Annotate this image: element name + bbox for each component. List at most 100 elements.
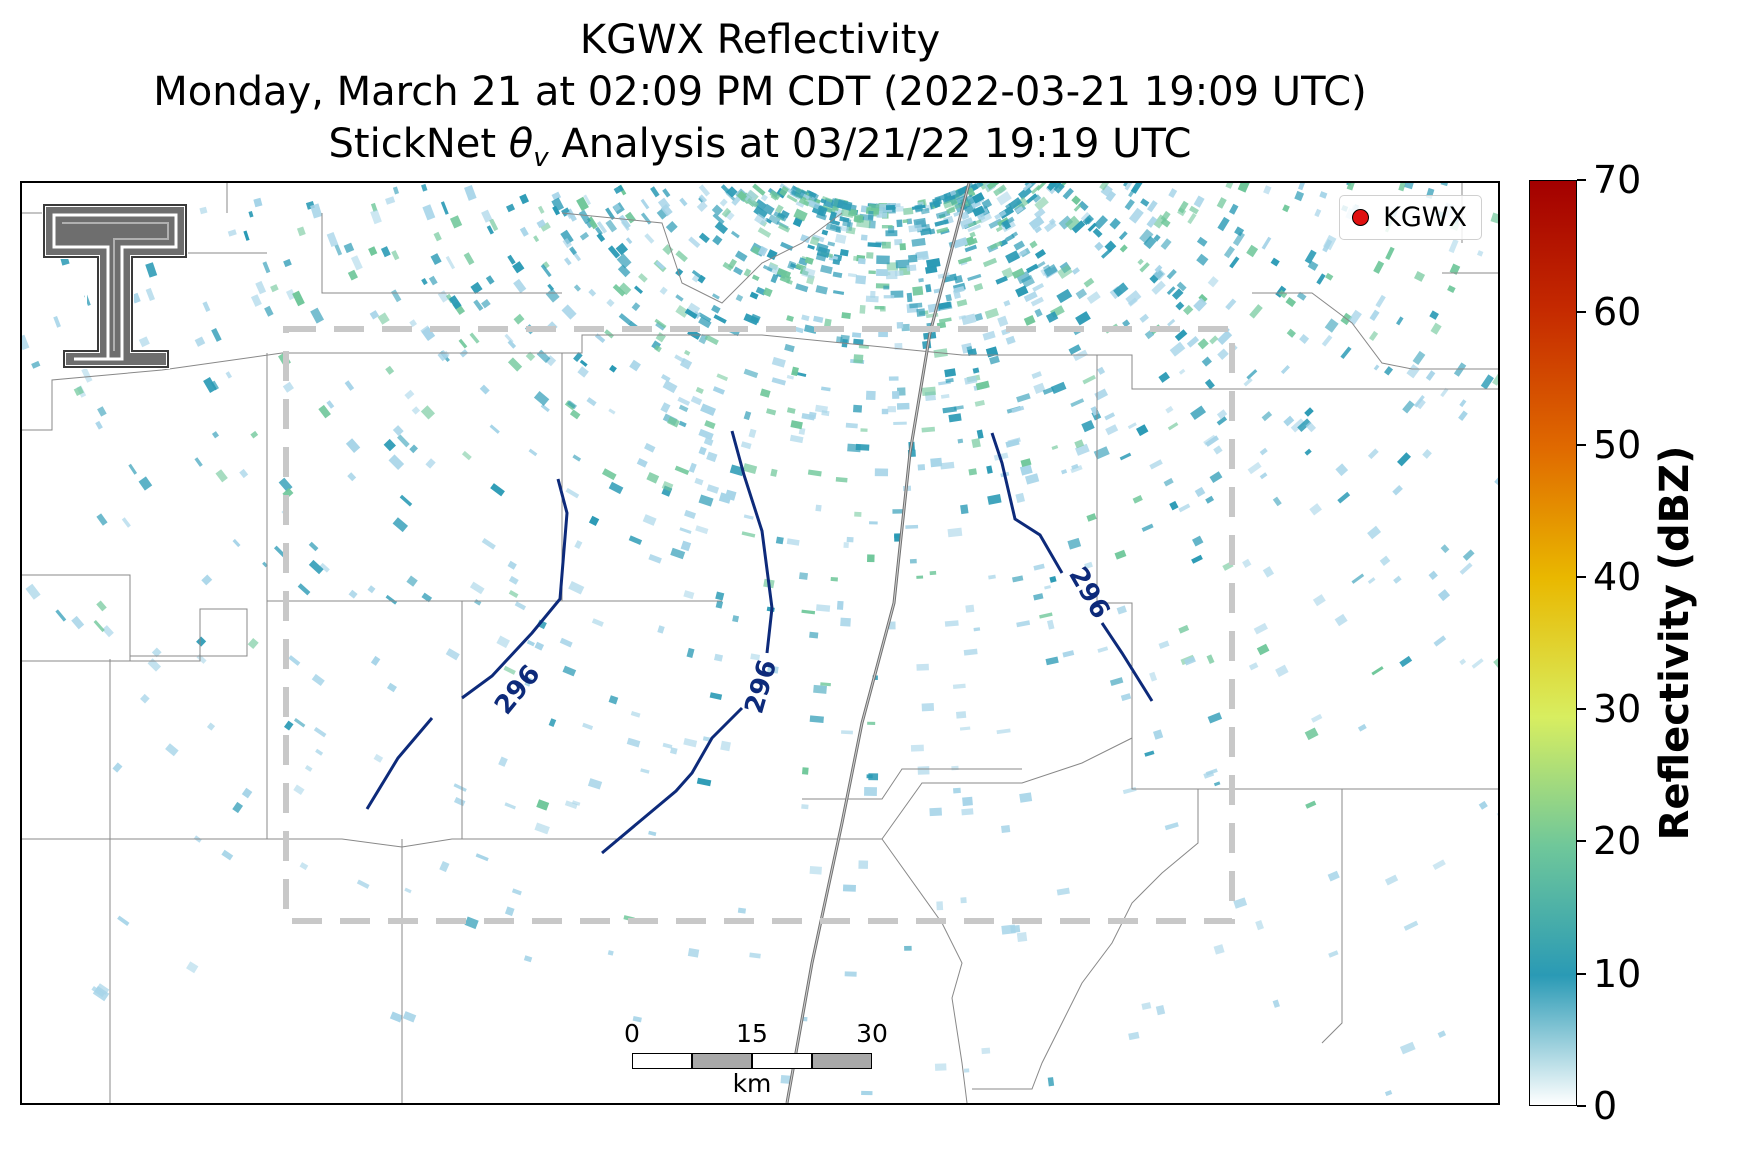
echo-pixel [684,509,697,519]
echo-pixel [881,241,891,249]
echo-pixel [211,431,220,439]
echo-pixel [1018,186,1033,200]
echo-pixel [617,264,631,278]
echo-pixel [956,299,968,307]
echo-pixel [618,313,632,326]
echo-pixel [655,260,665,270]
echo-pixel [908,254,918,263]
echo-pixel [582,722,594,731]
echo-pixel [1127,422,1137,430]
echo-pixel [241,787,253,799]
echo-pixel [596,232,606,243]
texas-tech-logo [42,203,188,369]
echo-pixel [886,270,898,280]
echo-pixel [1437,1030,1447,1039]
echo-pixel [648,830,657,837]
echo-pixel [1447,285,1456,294]
echo-pixel [548,718,557,728]
echo-pixel [616,253,632,269]
echo-pixel [519,193,530,205]
echo-pixel [982,257,998,268]
echo-pixel [250,430,259,439]
echo-pixel [605,207,616,220]
echo-pixel [920,207,930,215]
echo-pixel [1283,415,1295,427]
echo-pixel [117,915,130,926]
echo-pixel [350,255,363,271]
echo-pixel [876,210,888,218]
echo-pixel [690,395,703,406]
echo-pixel [987,494,1002,505]
echo-pixel [514,601,527,611]
echo-pixel [1149,671,1158,682]
echo-pixel [473,299,484,312]
colorbar-tick-mark [1577,575,1586,578]
echo-pixel [1309,503,1322,516]
contour-label-center: 296 [739,657,783,717]
echo-pixel [967,219,982,228]
echo-pixel [596,221,608,234]
echo-pixel [631,302,641,312]
echo-pixel [1019,792,1033,803]
echo-pixel [1084,214,1095,225]
echo-pixel [587,778,603,790]
echo-pixel [1045,656,1059,666]
echo-pixel [960,897,967,904]
echo-pixel [752,183,766,196]
echo-pixel [1369,330,1379,342]
echo-pixel [816,246,831,258]
echo-pixel [657,625,665,634]
map-panel[interactable]: 296 296 296 KGWX 0 15 30 km [20,181,1500,1105]
echo-pixel [678,404,689,413]
echo-pixel [698,494,714,507]
echo-pixel [809,236,820,246]
echo-pixel [1056,887,1070,896]
colorbar-tick-label: 20 [1593,819,1642,864]
echo-pixel [1071,195,1081,206]
echo-pixel [1402,400,1415,414]
echo-pixel [1286,328,1296,338]
echo-pixel [809,866,822,875]
echo-pixel [757,245,768,257]
echo-pixel [53,316,61,328]
echo-pixel [607,245,621,259]
echo-pixel [894,533,901,542]
echo-pixel [1144,329,1155,340]
echo-pixel [385,594,398,605]
echo-pixel [972,192,985,204]
echo-pixel [829,219,841,226]
echo-pixel [145,262,158,278]
echo-pixel [1174,329,1188,342]
echo-pixel [945,294,952,302]
echo-pixel [952,237,968,249]
scale-segment-2 [692,1053,752,1069]
echo-pixel [469,332,480,344]
title-datetime: Monday, March 21 at 02:09 PM CDT (2022-0… [153,69,1367,115]
echo-pixel [790,420,803,430]
echo-pixel [1034,226,1042,234]
echo-pixel [1433,635,1447,647]
echo-pixel [1011,405,1025,414]
echo-pixel [334,244,343,256]
echo-pixel [1104,240,1117,253]
echo-pixel [1034,196,1049,211]
echo-pixel [1151,280,1166,295]
echo-pixel [711,204,724,216]
echo-pixel [22,334,30,351]
theta-v-contours [365,430,1154,855]
echo-pixel [1097,646,1109,653]
echo-pixel [579,359,588,367]
echo-pixel [1139,262,1150,273]
echo-pixel [567,400,578,410]
echo-pixel [73,386,84,397]
echo-pixel [697,312,712,323]
echo-pixel [786,374,795,380]
echo-pixel [678,420,687,428]
echo-pixel [629,359,641,372]
echo-pixel [421,183,428,192]
echo-pixel [1016,393,1031,403]
echo-pixel [1246,369,1258,380]
echo-pixel [670,547,686,560]
echo-pixel [1392,484,1403,496]
echo-pixel [397,434,410,448]
